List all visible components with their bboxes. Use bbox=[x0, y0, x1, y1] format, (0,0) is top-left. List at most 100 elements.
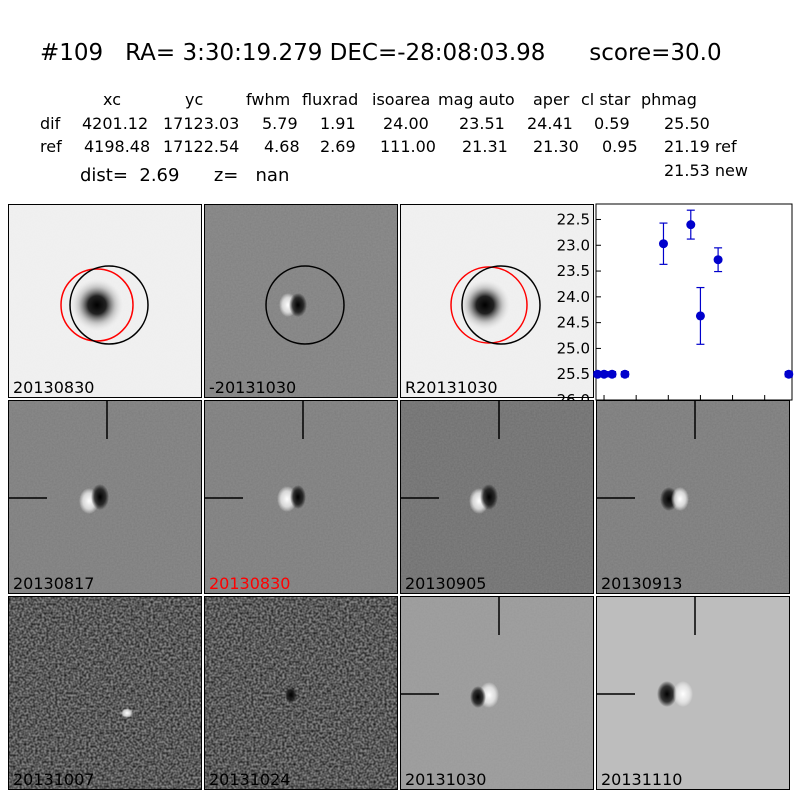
epoch-image bbox=[401, 401, 593, 593]
table-cell: 4198.48 bbox=[84, 137, 151, 156]
panel-label-highlighted: 20130830 bbox=[209, 574, 291, 593]
panel-label: R20131030 bbox=[405, 378, 498, 397]
positive-residual bbox=[121, 708, 133, 718]
y-tick-label: 25.0 bbox=[557, 339, 590, 357]
col-header-xc: xc bbox=[103, 90, 121, 109]
image-panel-epoch: 20130817 bbox=[8, 400, 202, 594]
score: score=30.0 bbox=[589, 40, 722, 66]
aperture-circle bbox=[69, 265, 149, 345]
phmag-new: 21.53 new bbox=[664, 161, 748, 180]
panel-label: 20131024 bbox=[209, 770, 291, 789]
difference-image bbox=[205, 205, 397, 397]
col-header-fluxrad: fluxrad bbox=[302, 90, 359, 109]
data-point bbox=[607, 369, 617, 379]
data-point bbox=[784, 369, 794, 379]
table-cell: 21.31 bbox=[462, 137, 508, 156]
panel-label: 20130913 bbox=[601, 574, 683, 593]
positive-residual bbox=[673, 681, 693, 707]
negative-residual bbox=[91, 484, 109, 510]
z-value: z= nan bbox=[213, 165, 290, 186]
image-panel-epoch: 20130913 bbox=[596, 400, 790, 594]
table-cell: 4201.12 bbox=[82, 114, 149, 133]
table-cell: 1.91 bbox=[320, 114, 356, 133]
col-header-phmag: phmag bbox=[641, 90, 697, 109]
table-cell: 5.79 bbox=[262, 114, 298, 133]
col-header-isoarea: isoarea bbox=[372, 90, 431, 109]
table-cell: 17123.03 bbox=[163, 114, 240, 133]
panel-label: 20131007 bbox=[13, 770, 95, 789]
y-tick-label: 24.0 bbox=[557, 288, 590, 306]
data-point bbox=[686, 220, 696, 230]
row-label-dif: dif bbox=[40, 114, 61, 133]
table-cell: 24.00 bbox=[383, 114, 429, 133]
table-cell: 23.51 bbox=[459, 114, 505, 133]
y-tick-label: 23.0 bbox=[557, 236, 590, 254]
data-point bbox=[713, 255, 723, 265]
positive-residual bbox=[671, 487, 689, 511]
table-cell: 0.59 bbox=[594, 114, 630, 133]
data-point bbox=[695, 311, 705, 321]
image-panel-epoch: 20131007 bbox=[8, 596, 202, 790]
image-panel-epoch: 20130905 bbox=[400, 400, 594, 594]
ref-circle bbox=[60, 268, 134, 342]
negative-residual bbox=[290, 485, 306, 509]
aperture-circle bbox=[461, 265, 541, 345]
table-cell: 21.19 ref bbox=[664, 137, 737, 156]
epoch-image bbox=[205, 597, 397, 789]
science-image bbox=[9, 205, 201, 397]
panel-label: 20130817 bbox=[13, 574, 95, 593]
image-panel-epoch: 20131024 bbox=[204, 596, 398, 790]
image-panel-difference: -20131030 bbox=[204, 204, 398, 398]
star-source bbox=[71, 279, 123, 331]
header-title: #109 RA= 3:30:19.279 DEC=-28:08:03.98 sc… bbox=[40, 40, 722, 66]
epoch-image bbox=[597, 401, 789, 593]
panel-label: 20130830 bbox=[13, 378, 95, 397]
negative-residual bbox=[285, 687, 297, 703]
image-panel-epoch: 20130830 bbox=[204, 400, 398, 594]
candidate-id: #109 bbox=[40, 40, 104, 66]
data-point bbox=[658, 239, 668, 249]
negative-residual bbox=[657, 681, 677, 707]
light-curve-chart: 22.523.023.524.024.525.025.526.0 0204060… bbox=[557, 203, 794, 425]
row-label-ref: ref bbox=[40, 137, 62, 156]
coordinates: RA= 3:30:19.279 DEC=-28:08:03.98 bbox=[125, 40, 546, 66]
table-cell: 111.00 bbox=[380, 137, 436, 156]
star-source bbox=[460, 280, 510, 330]
image-panel-reference: R20131030 bbox=[400, 204, 594, 398]
plot-frame bbox=[595, 203, 793, 401]
y-tick-label: 24.5 bbox=[557, 314, 590, 332]
negative-residual bbox=[289, 293, 307, 317]
dist-value: dist= 2.69 bbox=[80, 165, 180, 186]
y-tick-label: 22.5 bbox=[557, 210, 590, 228]
aperture-circle bbox=[265, 265, 345, 345]
negative-residual bbox=[480, 484, 498, 510]
col-header-mag-auto: mag auto bbox=[438, 90, 515, 109]
data-point bbox=[599, 369, 609, 379]
col-header-yc: yc bbox=[185, 90, 204, 109]
col-header-fwhm: fwhm bbox=[246, 90, 291, 109]
col-header-aper: aper bbox=[533, 90, 570, 109]
table-cell: 0.95 bbox=[602, 137, 638, 156]
panel-label: 20130905 bbox=[405, 574, 487, 593]
table-cell: 4.68 bbox=[264, 137, 300, 156]
table-cell: 17122.54 bbox=[163, 137, 240, 156]
reference-image bbox=[401, 205, 593, 397]
y-tick-label: 23.5 bbox=[557, 262, 590, 280]
panel-label: -20131030 bbox=[209, 378, 297, 397]
image-panel-science: 20130830 bbox=[8, 204, 202, 398]
epoch-image bbox=[205, 401, 397, 593]
col-header-cl-star: cl star bbox=[581, 90, 631, 109]
panel-label: 20131110 bbox=[601, 770, 683, 789]
table-cell: 24.41 bbox=[527, 114, 573, 133]
table-cell: 2.69 bbox=[320, 137, 356, 156]
image-panel-epoch: 20131110 bbox=[596, 596, 790, 790]
epoch-image bbox=[9, 597, 201, 789]
table-cell: 25.50 bbox=[664, 114, 710, 133]
panel-label: 20131030 bbox=[405, 770, 487, 789]
data-point bbox=[593, 369, 603, 379]
ref-circle bbox=[450, 266, 528, 344]
y-tick-label: 25.5 bbox=[557, 365, 590, 383]
epoch-image bbox=[597, 597, 789, 789]
data-point bbox=[620, 369, 630, 379]
table-cell: 21.30 bbox=[533, 137, 579, 156]
